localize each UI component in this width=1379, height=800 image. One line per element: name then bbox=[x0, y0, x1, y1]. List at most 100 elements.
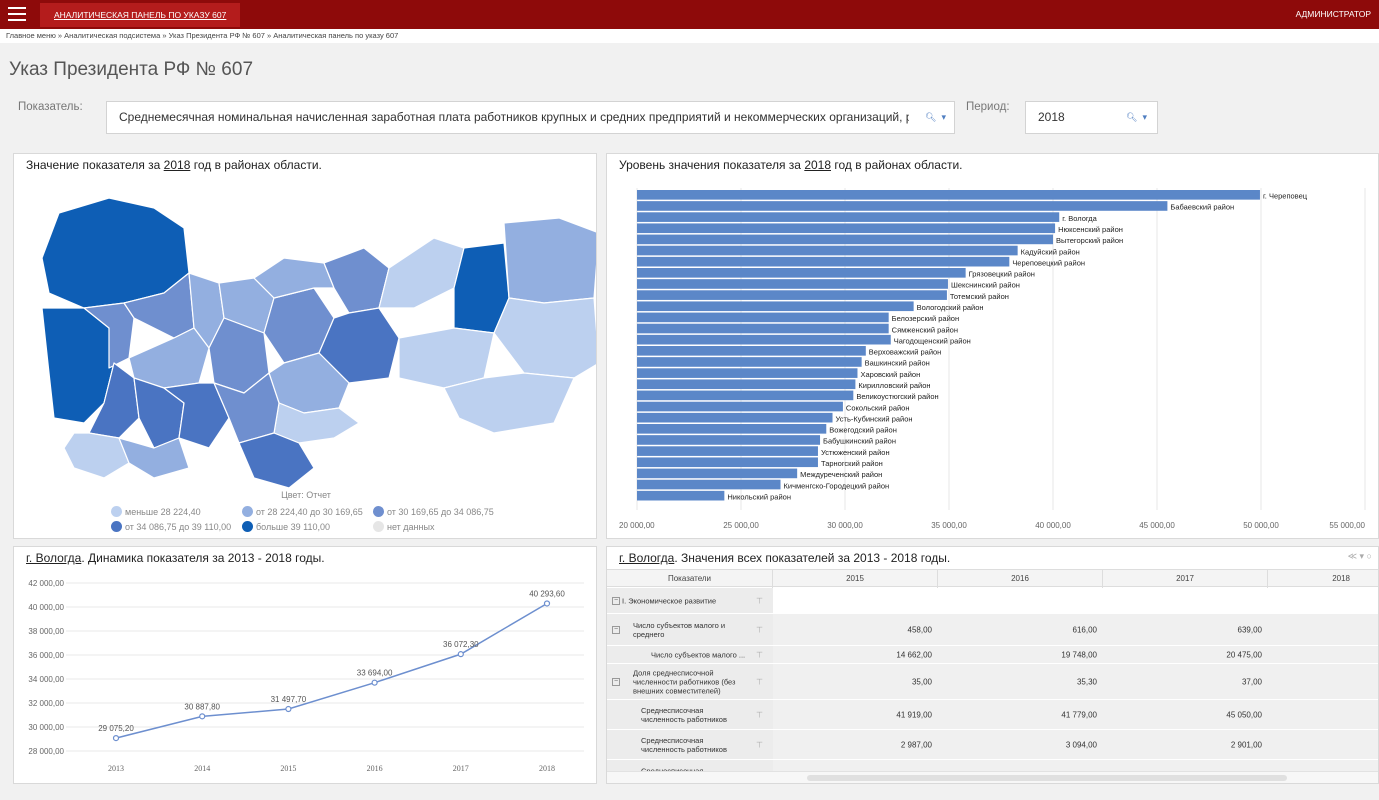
cell-value: 14 662,00 bbox=[896, 650, 932, 659]
filter-icon[interactable]: ⊤ bbox=[756, 596, 763, 605]
table-cell[interactable] bbox=[1268, 614, 1378, 645]
legend-item[interactable]: больше 39 110,00 bbox=[242, 521, 330, 532]
cell-value: 41 779,00 bbox=[1061, 710, 1097, 719]
collapse-toggle-icon[interactable]: − bbox=[612, 677, 620, 686]
chevron-down-icon[interactable]: ▾ bbox=[941, 112, 946, 122]
cell-value: 35,30 bbox=[1076, 677, 1097, 686]
chevron-down-icon[interactable]: ▾ bbox=[1142, 112, 1147, 122]
table-cell[interactable] bbox=[938, 588, 1103, 613]
series-line bbox=[115, 602, 548, 739]
table-cell[interactable]: 14 662,00 bbox=[773, 646, 938, 663]
line-chart[interactable]: 28 000,00 30 000,00 32 000,00 34 000,00 36 0… bbox=[14, 569, 597, 784]
column-header[interactable]: 2017 bbox=[1103, 570, 1268, 588]
period-label: Период: bbox=[966, 101, 1010, 113]
scrollbar-thumb[interactable] bbox=[807, 775, 1287, 781]
bar-label: Кирилловский район bbox=[858, 381, 930, 390]
collapse-toggle-icon[interactable]: − bbox=[612, 625, 620, 634]
legend-item[interactable]: меньше 28 224,40 bbox=[111, 506, 201, 517]
region-map[interactable] bbox=[14, 178, 597, 508]
table-cell[interactable] bbox=[1268, 730, 1378, 759]
table-cell[interactable]: 20 475,00 bbox=[1103, 646, 1268, 663]
legend-swatch-icon bbox=[373, 506, 384, 517]
row-label: Среднесписочная bbox=[641, 766, 747, 775]
table-cell[interactable] bbox=[1268, 664, 1378, 699]
table-cell[interactable] bbox=[1268, 646, 1378, 663]
table-cell[interactable] bbox=[1268, 588, 1378, 613]
table-cell[interactable]: 19 748,00 bbox=[938, 646, 1103, 663]
legend-item[interactable]: нет данных bbox=[373, 521, 434, 532]
legend-item[interactable]: от 30 169,65 до 34 086,75 bbox=[373, 506, 494, 517]
table-cell[interactable]: 3 094,00 bbox=[938, 730, 1103, 759]
period-select[interactable]: 2018 🔍︎ ▾ bbox=[1025, 101, 1158, 134]
table-cell[interactable]: 2 987,00 bbox=[773, 730, 938, 759]
table-cell[interactable]: 35,30 bbox=[938, 664, 1103, 699]
table-cell[interactable]: 639,00 bbox=[1103, 614, 1268, 645]
x-tick-label: 20 000,00 bbox=[619, 521, 655, 530]
map-district bbox=[128, 327, 210, 389]
user-menu[interactable]: АДМИНИСТРАТОР bbox=[1295, 9, 1371, 19]
table-row[interactable]: Число субъектов малого ... ⊤ 14 662,00 19 7… bbox=[607, 646, 1378, 664]
filter-icon[interactable]: ⊤ bbox=[756, 710, 763, 719]
app-tab[interactable]: АНАЛИТИЧЕСКАЯ ПАНЕЛЬ ПО УКАЗУ 607 bbox=[40, 3, 241, 27]
filter-icon[interactable]: ⊤ bbox=[756, 740, 763, 749]
x-tick-label: 50 000,00 bbox=[1243, 521, 1279, 530]
breadcrumb[interactable]: Главное меню » Аналитическая подсистема … bbox=[0, 29, 1379, 43]
bar bbox=[637, 312, 889, 323]
legend-item[interactable]: от 34 086,75 до 39 110,00 bbox=[111, 521, 231, 532]
column-header[interactable]: Показатели bbox=[607, 570, 773, 588]
bar-label: Междуреченский район bbox=[800, 470, 882, 479]
search-icon[interactable]: 🔍︎ bbox=[1126, 112, 1138, 122]
map-district bbox=[323, 247, 390, 314]
bar bbox=[637, 256, 1010, 267]
table-cell[interactable]: 41 919,00 bbox=[773, 700, 938, 729]
table-cell[interactable] bbox=[1103, 588, 1268, 613]
table-cell[interactable] bbox=[773, 588, 938, 613]
bar-label: Харовский район bbox=[860, 370, 920, 379]
table-row[interactable]: − Доля среднесписочной численности работн… bbox=[607, 664, 1378, 700]
column-header[interactable]: 2016 bbox=[938, 570, 1103, 588]
indicator-select[interactable]: Среднемесячная номинальная начисленная з… bbox=[106, 101, 955, 134]
row-header-cell: − Число субъектов малого и среднего ⊤ bbox=[607, 614, 773, 645]
bar bbox=[637, 368, 858, 378]
table-cell[interactable]: 616,00 bbox=[938, 614, 1103, 645]
bar-label: Великоустюгский район bbox=[856, 392, 938, 401]
table-cell[interactable]: 37,00 bbox=[1103, 664, 1268, 699]
row-header-cell: Среднесписочная численность работников ⊤ bbox=[607, 730, 773, 759]
filter-icon[interactable]: ⊤ bbox=[756, 650, 763, 659]
row-header-cell: − Доля среднесписочной численности работн… bbox=[607, 664, 773, 699]
column-header[interactable]: 2018 bbox=[1332, 574, 1350, 583]
table-row[interactable]: − Число субъектов малого и среднего ⊤ 458,0… bbox=[607, 614, 1378, 646]
bar bbox=[637, 223, 1056, 234]
bar-label: Шекснинский район bbox=[951, 281, 1020, 290]
table-row[interactable]: Среднесписочная численность работников ⊤ 2… bbox=[607, 730, 1378, 760]
bar-label: Белозерский район bbox=[892, 314, 959, 323]
map-district bbox=[238, 432, 315, 489]
data-point bbox=[457, 651, 464, 658]
map-panel-title: Значение показателя за 2018 год в района… bbox=[26, 158, 322, 172]
cell-value: 616,00 bbox=[1072, 625, 1097, 634]
hamburger-menu-icon[interactable] bbox=[8, 7, 26, 21]
filter-icon[interactable]: ⊤ bbox=[756, 677, 763, 686]
horizontal-scrollbar[interactable] bbox=[607, 771, 1378, 783]
table-cell[interactable]: 41 779,00 bbox=[938, 700, 1103, 729]
table-cell[interactable]: 458,00 bbox=[773, 614, 938, 645]
search-icon[interactable]: 🔍︎ bbox=[925, 112, 937, 122]
row-label: Число субъектов малого и среднего bbox=[633, 620, 726, 639]
y-tick-label: 34 000,00 bbox=[28, 675, 64, 684]
table-row[interactable]: Среднесписочная численность работников ⊤ 4… bbox=[607, 700, 1378, 730]
map-district bbox=[118, 437, 190, 479]
collapse-toggle-icon[interactable]: − bbox=[612, 596, 620, 605]
map-legend-title: Цвет: Отчет bbox=[281, 490, 331, 500]
table-cell[interactable]: 2 901,00 bbox=[1103, 730, 1268, 759]
table-tools-icon[interactable]: ≪ ▾ ○ bbox=[1347, 551, 1372, 561]
x-tick-label: 2018 bbox=[539, 764, 555, 773]
table-cell[interactable]: 45 050,00 bbox=[1103, 700, 1268, 729]
filter-icon[interactable]: ⊤ bbox=[756, 625, 763, 634]
table-row[interactable]: − I. Экономическое развитие ⊤ bbox=[607, 588, 1378, 614]
map-district bbox=[213, 372, 280, 444]
column-header[interactable]: 2015 bbox=[773, 570, 938, 588]
table-cell[interactable] bbox=[1268, 700, 1378, 729]
bar-chart[interactable]: 20 000,00 25 000,00 30 000,00 35 000,00 40 0… bbox=[607, 178, 1379, 538]
legend-item[interactable]: от 28 224,40 до 30 169,65 bbox=[242, 506, 363, 517]
table-cell[interactable]: 35,00 bbox=[773, 664, 938, 699]
